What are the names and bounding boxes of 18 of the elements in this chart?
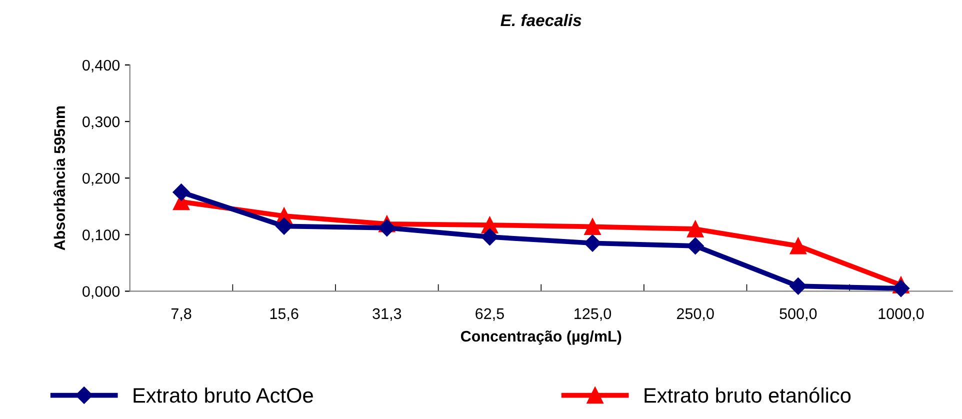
- y-tick-label: 0,000: [82, 286, 120, 299]
- legend-label: Extrato bruto etanólico: [644, 387, 851, 403]
- x-tick-label: 7,8: [171, 308, 192, 321]
- y-tick-label: 0,300: [82, 116, 120, 129]
- x-tick-label: 125,0: [574, 308, 612, 321]
- chart-title: E. faecalis: [500, 14, 582, 26]
- x-tick-label: 1000,0: [878, 308, 924, 321]
- x-tick-label: 62,5: [476, 308, 504, 321]
- x-tick-label: 250,0: [677, 308, 714, 321]
- x-tick-label: 15,6: [270, 308, 298, 321]
- y-tick-label: 0,100: [82, 230, 120, 242]
- y-axis-title: Absorbância 595nm: [53, 106, 66, 250]
- x-tick-label: 500,0: [780, 308, 817, 321]
- y-tick-label: 0,400: [82, 60, 120, 72]
- x-tick-label: 31,3: [372, 308, 402, 321]
- x-axis-title: Concentração (µg/mL): [460, 330, 622, 345]
- legend-label: Extrato bruto ActOe: [134, 387, 313, 403]
- y-tick-label: 0,200: [82, 172, 120, 186]
